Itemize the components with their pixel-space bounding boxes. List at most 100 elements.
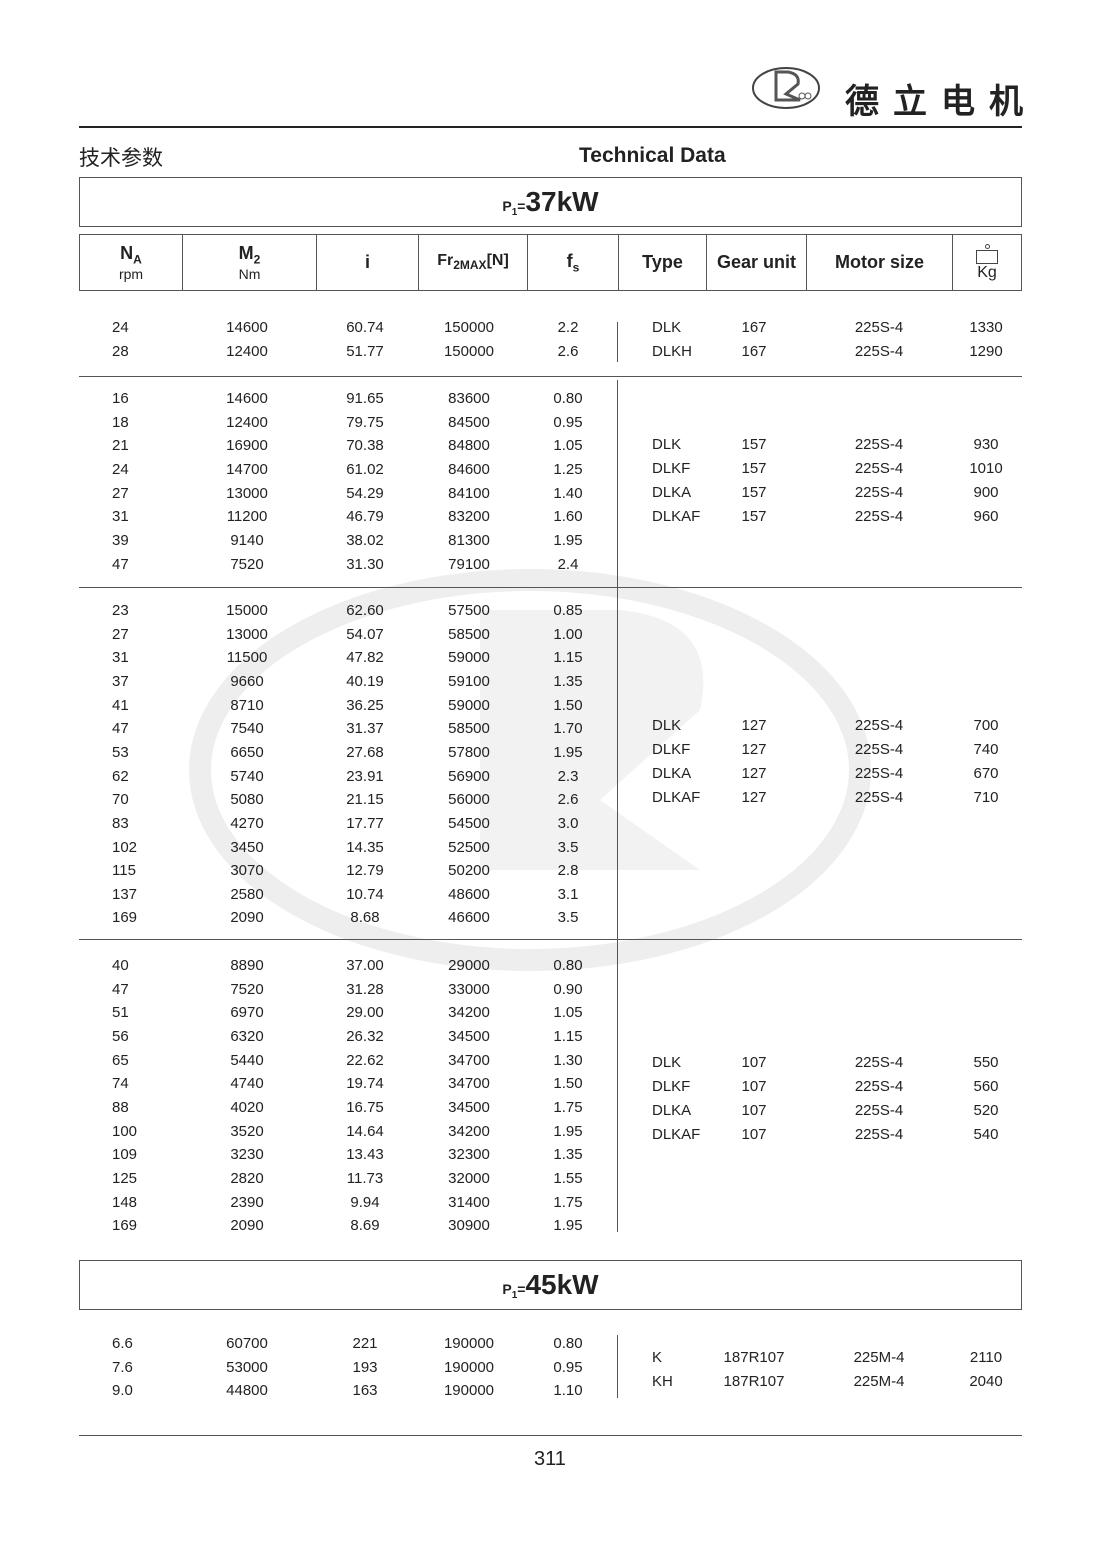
ratio-i-cell: 51.77 (346, 342, 384, 360)
fs-cell: 1.30 (553, 1051, 583, 1069)
motor-size-cell: 225S-4 (854, 1078, 904, 1095)
type-cell: DLK (652, 319, 682, 336)
unit-row: DLKH 167 225S-4 1290 (622, 343, 1042, 365)
m2-nm-cell: 53000 (226, 1358, 268, 1376)
na-rpm-cell: 16 (112, 390, 129, 407)
fs-cell: 3.0 (557, 814, 579, 832)
fr2max-cell: 81300 (448, 531, 490, 549)
ratio-i-cell: 8.68 (350, 909, 380, 927)
fs-cell: 2.8 (557, 862, 579, 880)
fr2max-cell: 48600 (448, 885, 490, 903)
fr2max-cell: 56900 (448, 767, 490, 785)
motor-size-cell: 225M-4 (853, 1349, 905, 1366)
fs-cell: 1.50 (553, 696, 583, 714)
na-rpm-cell: 24 (112, 460, 129, 478)
m2-nm-cell: 12400 (226, 342, 268, 360)
fr2max-cell: 84500 (448, 413, 490, 431)
fs-cell: 3.5 (557, 909, 579, 927)
column-separator (617, 322, 618, 362)
fr2max-cell: 150000 (443, 319, 495, 336)
weight-kg-cell: 1330 (969, 319, 1003, 336)
m2-nm-cell: 2090 (230, 1217, 264, 1235)
type-cell: DLKAF (652, 1126, 701, 1143)
fr2max-cell: 34500 (448, 1098, 490, 1116)
ratio-i-cell: 12.79 (346, 862, 384, 880)
table-row: 7.6 53000 193 190000 0.95 (0, 1359, 612, 1381)
weight-kg-cell: 2040 (969, 1373, 1003, 1390)
ratio-i-cell: 31.37 (346, 720, 384, 738)
na-rpm-cell: 70 (112, 791, 129, 809)
gear-unit-cell: 187R107 (723, 1349, 785, 1366)
column-separator (617, 587, 618, 939)
table-row: 125 2820 11.73 32000 1.55 (0, 1170, 612, 1192)
type-cell: DLK (652, 717, 682, 734)
ratio-i-cell: 47.82 (346, 649, 384, 667)
fr2max-cell: 58500 (448, 625, 490, 643)
ratio-i-cell: 17.77 (346, 814, 384, 832)
fr2max-cell: 190000 (443, 1335, 495, 1352)
title-en: Technical Data (579, 144, 726, 167)
table-row: 6.6 60700 221 190000 0.80 (0, 1335, 612, 1357)
fs-cell: 2.2 (557, 319, 579, 336)
fs-cell: 0.85 (553, 602, 583, 619)
divider (79, 376, 1022, 377)
fs-cell: 3.1 (557, 885, 579, 903)
fr2max-cell: 59000 (448, 696, 490, 714)
unit-row: DLKAF 107 225S-4 540 (622, 1126, 1042, 1148)
m2-nm-cell: 5440 (230, 1051, 264, 1069)
weight-kg-cell: 1010 (969, 460, 1003, 477)
unit-row: DLK 157 225S-4 930 (622, 436, 1042, 458)
power-prefix: P1= (502, 198, 526, 218)
na-rpm-cell: 7.6 (112, 1358, 133, 1376)
na-rpm-cell: 109 (112, 1146, 138, 1164)
column-separator (617, 939, 618, 1232)
m2-nm-cell: 2390 (230, 1193, 264, 1211)
motor-size-cell: 225S-4 (854, 789, 904, 806)
table-row: 37 9660 40.19 59100 1.35 (0, 673, 612, 695)
na-rpm-cell: 27 (112, 625, 129, 643)
na-rpm-cell: 53 (112, 743, 129, 761)
fr2max-cell: 30900 (448, 1217, 490, 1235)
ratio-i-cell: 46.79 (346, 508, 384, 526)
fs-cell: 1.40 (553, 484, 583, 502)
m2-nm-cell: 4270 (230, 814, 264, 832)
ratio-i-cell: 22.62 (346, 1051, 384, 1069)
col-i: i (317, 235, 419, 290)
fs-cell: 1.15 (553, 649, 583, 667)
na-rpm-cell: 51 (112, 1004, 129, 1022)
title-cn: 技术参数 (79, 147, 163, 170)
na-rpm-cell: 56 (112, 1027, 129, 1045)
divider (79, 939, 1022, 940)
table-header: NA rpm M2 Nm i Fr2MAX[N] fs Type Gear unit… (79, 234, 1022, 291)
m2-nm-cell: 3520 (230, 1122, 264, 1140)
m2-nm-cell: 15000 (226, 602, 268, 619)
type-cell: DLKA (652, 484, 692, 501)
ratio-i-cell: 163 (352, 1382, 378, 1400)
fs-cell: 0.80 (553, 390, 583, 407)
unit-row: K 187R107 225M-4 2110 (622, 1349, 1042, 1371)
unit-row: KH 187R107 225M-4 2040 (622, 1373, 1042, 1395)
col-fs: fs (528, 235, 619, 290)
fr2max-cell: 52500 (448, 838, 490, 856)
table-row: 137 2580 10.74 48600 3.1 (0, 886, 612, 908)
table-row: 24 14600 60.74 150000 2.2 (0, 319, 612, 341)
ratio-i-cell: 14.35 (346, 838, 384, 856)
ratio-i-cell: 221 (352, 1335, 378, 1352)
table-row: 109 3230 13.43 32300 1.35 (0, 1146, 612, 1168)
col-m2: M2 Nm (183, 235, 317, 290)
table-row: 24 14700 61.02 84600 1.25 (0, 461, 612, 483)
motor-size-cell: 225S-4 (854, 484, 904, 501)
fs-cell: 1.55 (553, 1169, 583, 1187)
fs-cell: 1.35 (553, 672, 583, 690)
na-rpm-cell: 47 (112, 555, 129, 573)
fr2max-cell: 32300 (448, 1146, 490, 1164)
na-rpm-cell: 125 (112, 1169, 138, 1187)
motor-size-cell: 225S-4 (854, 319, 904, 336)
column-separator (617, 380, 618, 587)
fs-cell: 2.4 (557, 555, 579, 573)
type-cell: DLKAF (652, 789, 701, 806)
table-row: 169 2090 8.69 30900 1.95 (0, 1217, 612, 1239)
gear-unit-cell: 157 (741, 484, 767, 501)
unit-row: DLK 107 225S-4 550 (622, 1054, 1042, 1076)
gear-unit-cell: 167 (741, 343, 767, 360)
